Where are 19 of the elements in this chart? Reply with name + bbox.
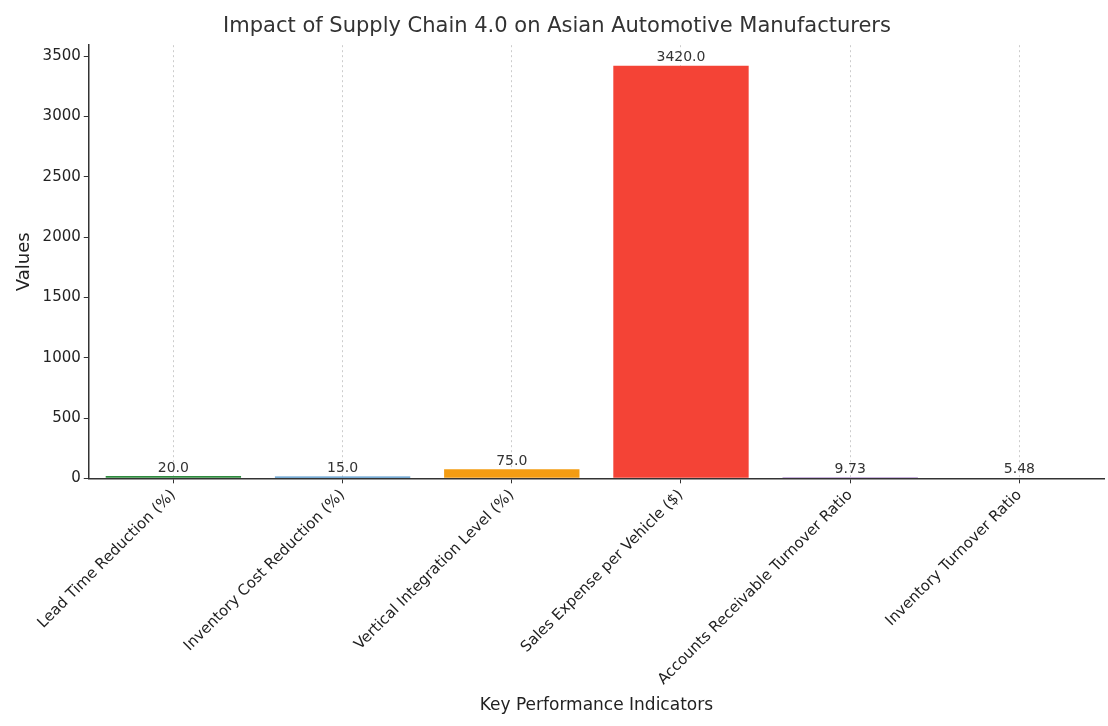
bar xyxy=(444,469,580,478)
y-tick-label: 1000 xyxy=(42,347,81,366)
x-axis-title: Key Performance Indicators xyxy=(479,694,714,715)
y-tick-label: 3000 xyxy=(42,106,81,125)
y-tick-label: 2500 xyxy=(42,166,81,185)
data-label: 9.73 xyxy=(834,459,866,476)
data-label: 5.48 xyxy=(1003,460,1035,477)
data-label: 15.0 xyxy=(326,459,359,476)
y-tick-label: 3500 xyxy=(42,46,81,65)
y-tick-label: 2000 xyxy=(42,226,81,245)
y-tick-label: 0 xyxy=(71,468,81,487)
y-tick-label: 500 xyxy=(52,407,81,426)
data-label: 3420.0 xyxy=(656,48,706,65)
bar xyxy=(613,65,749,478)
data-label: 20.0 xyxy=(157,458,189,475)
y-tick-label: 1500 xyxy=(42,287,81,306)
chart-title: Impact of Supply Chain 4.0 on Asian Automotive Manufacturers xyxy=(223,13,891,38)
y-axis-title: Values xyxy=(12,232,34,292)
data-label: 75.0 xyxy=(496,451,528,468)
